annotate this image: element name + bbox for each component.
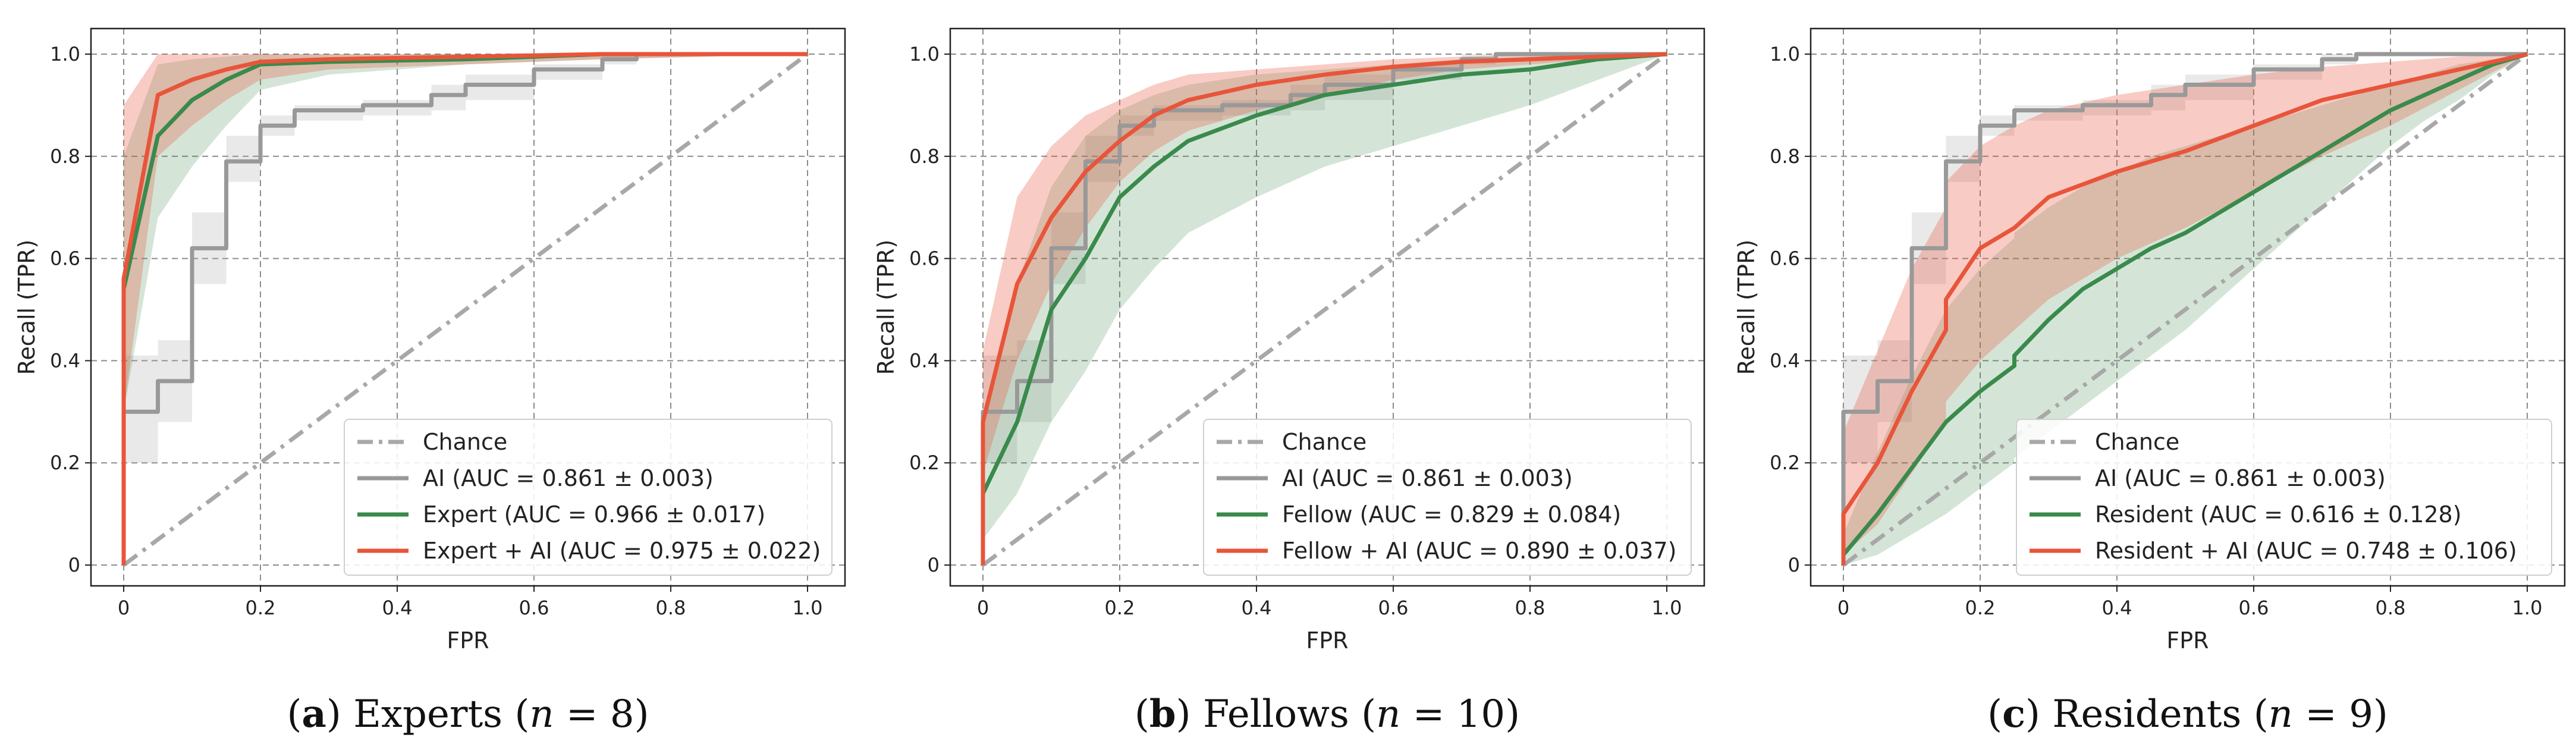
y-tick-label: 1.0 [1770,43,1800,65]
chance-line [1842,52,2529,567]
legend-entry: Chance [2095,429,2179,455]
x-tick-label: 0 [977,597,989,619]
x-tick-label: 0.8 [656,597,686,619]
y-tick-label: 0.8 [1770,145,1800,168]
series-line-ai [121,52,808,565]
y-tick-label: 0.4 [50,349,80,372]
x-tick-label: 0.6 [519,597,549,619]
y-tick-label: 0 [68,554,80,576]
legend-entry: AI (AUC = 0.861 ± 0.003) [1282,465,1573,491]
x-tick-label: 0.2 [1105,597,1135,619]
panel-caption: (b) Fellows (n = 10) [1135,692,1520,736]
legend-entry: AI (AUC = 0.861 ± 0.003) [423,465,714,491]
axes-frame [949,27,1705,587]
y-tick-label: 0.4 [909,349,940,372]
y-tick-label: 0.2 [909,451,940,474]
legend-entry: Fellow (AUC = 0.829 ± 0.084) [1282,501,1621,528]
y-axis-label: Recall (TPR) [1733,240,1760,375]
x-tick-label: 0.8 [2376,597,2406,619]
band-expert-ai [124,54,808,565]
series-line-expert-ai [121,52,808,565]
panel-caption: (c) Residents (n = 9) [1987,692,2388,736]
legend-entry: Fellow + AI (AUC = 0.890 ± 0.037) [1282,538,1676,564]
x-tick-label: 0.6 [1378,597,1409,619]
panel-b: 0 0.2 0.4 0.6 0.8 1.0 0 0.2 0.4 0.6 0.8 1.0 FPR Recal… [873,27,1705,736]
x-tick-label: 0.6 [2239,597,2269,619]
panel-a: 0 0.2 0.4 0.6 0.8 1.0 0 0.2 0.4 0.6 0.8 1.0 FPR Recal… [14,27,846,736]
x-tick-label: 1.0 [793,597,823,619]
y-tick-label: 1.0 [50,43,80,65]
chance-line [122,52,809,567]
legend-entry: Chance [1282,429,1366,455]
x-tick-label: 0.2 [1965,597,1996,619]
y-tick-label: 0 [928,554,940,576]
series-line-ai [981,52,1667,565]
x-tick-label: 0.8 [1515,597,1545,619]
panel-c: 0 0.2 0.4 0.6 0.8 1.0 0 0.2 0.4 0.6 0.8 1.0 FPR Recal… [1733,27,2566,736]
y-tick-label: 0.6 [50,247,80,270]
x-axis-label: FPR [1306,628,1348,654]
legend-entry: Resident + AI (AUC = 0.748 ± 0.106) [2095,538,2517,564]
x-tick-label: 0.4 [382,597,413,619]
series-line-ai [1841,52,2527,565]
y-axis-label: Recall (TPR) [873,240,899,375]
legend-entry: Resident (AUC = 0.616 ± 0.128) [2095,501,2462,528]
x-tick-label: 0.4 [2102,597,2132,619]
y-tick-label: 0.6 [909,247,940,270]
x-tick-label: 0 [1837,597,1849,619]
chance-line [981,52,1669,567]
series-line-resident-ai [1841,52,2528,565]
x-axis-label: FPR [2166,628,2209,654]
x-tick-label: 0 [118,597,130,619]
legend-entry: AI (AUC = 0.861 ± 0.003) [2095,465,2386,491]
y-tick-label: 0.6 [1770,247,1800,270]
legend-entry: Expert (AUC = 0.966 ± 0.017) [423,501,765,528]
legend-box [1203,419,1692,576]
x-tick-label: 0.4 [1242,597,1272,619]
panel-caption: (a) Experts (n = 8) [287,692,649,736]
x-tick-label: 0.2 [246,597,276,619]
band-resident-ai [1843,54,2527,565]
series-line-fellow-ai [981,52,1667,565]
y-tick-label: 0.8 [909,145,940,168]
legend-entry: Expert + AI (AUC = 0.975 ± 0.022) [423,538,821,564]
y-axis-label: Recall (TPR) [14,240,40,375]
series-line-fellow [981,52,1667,565]
x-axis-label: FPR [447,628,489,654]
band-fellow [983,54,1667,565]
y-tick-label: 0 [1788,554,1800,576]
y-tick-label: 1.0 [909,43,940,65]
x-tick-label: 1.0 [2512,597,2543,619]
legend-box [344,419,833,576]
y-tick-label: 0.4 [1770,349,1800,372]
y-tick-label: 0.2 [1770,451,1800,474]
y-tick-label: 0.8 [50,145,80,168]
axes-frame [1810,27,2566,587]
legend-entry: Chance [423,429,507,455]
band-expert [124,54,808,565]
axes-frame [90,27,846,587]
y-tick-label: 0.2 [50,451,80,474]
series-line-resident [1841,52,2528,565]
legend-box [2016,419,2552,576]
x-tick-label: 1.0 [1652,597,1682,619]
